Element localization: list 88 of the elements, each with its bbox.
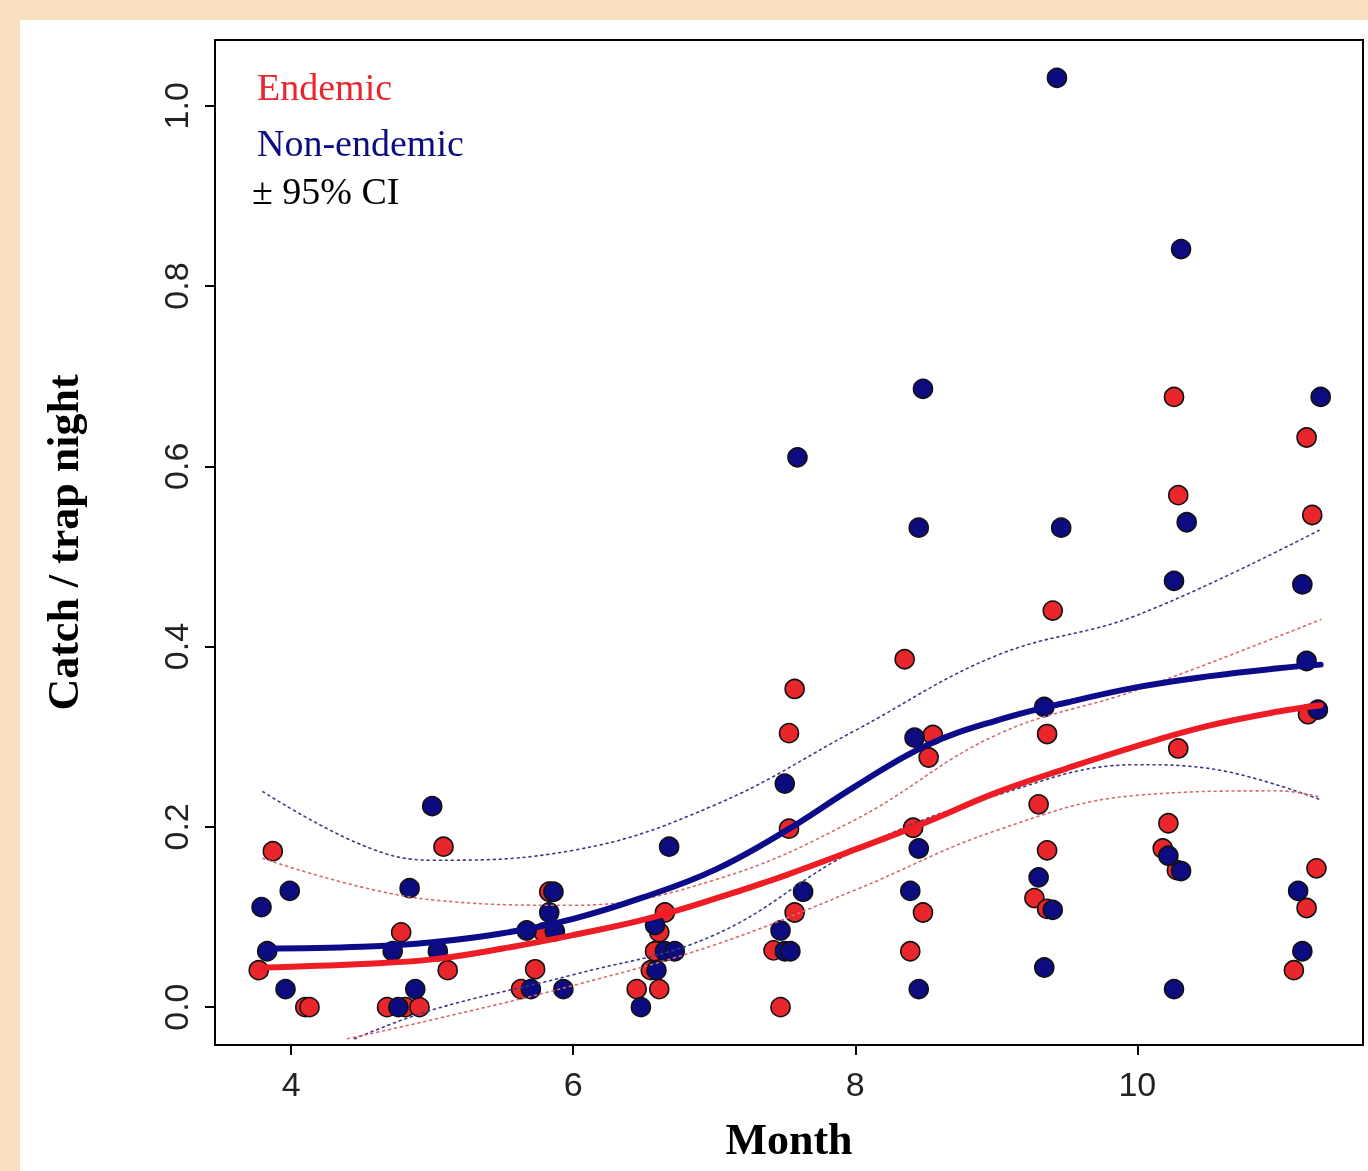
point (918, 747, 939, 768)
point (1292, 574, 1313, 595)
point (433, 836, 454, 857)
point (1167, 484, 1189, 506)
x-tick-label: 6 (563, 1065, 583, 1103)
point (262, 840, 284, 862)
y-tick-label: 0.8 (157, 262, 195, 310)
point (1158, 845, 1179, 867)
point (1167, 738, 1189, 759)
x-axis-title: Month (725, 1114, 853, 1164)
point (792, 881, 814, 903)
point (1028, 867, 1049, 888)
point (664, 940, 686, 962)
line-series (262, 618, 1322, 907)
line-series (262, 528, 1322, 862)
point (1292, 940, 1313, 962)
point (894, 648, 915, 670)
y-tick-label: 0.0 (157, 983, 195, 1031)
y-tick-label: 0.4 (157, 622, 195, 671)
point (538, 902, 560, 923)
x-tick-label: 10 (1118, 1065, 1157, 1103)
point (299, 996, 320, 1018)
point (1158, 812, 1179, 834)
y-tick-label: 0.6 (157, 442, 195, 490)
point (543, 881, 564, 903)
point (553, 978, 574, 1000)
point (1296, 427, 1317, 448)
point (1042, 899, 1064, 921)
y-tick-label: 1.0 (157, 82, 195, 130)
point (908, 978, 930, 1000)
point (908, 517, 930, 538)
point (774, 773, 796, 794)
point (646, 959, 667, 981)
point (778, 722, 800, 744)
point (390, 922, 412, 943)
point (630, 996, 652, 1018)
point (1170, 238, 1192, 260)
point (912, 378, 934, 400)
point (1046, 67, 1068, 89)
point (1287, 880, 1309, 902)
point (1024, 887, 1045, 909)
point (399, 877, 420, 899)
text: Non-endemic (257, 122, 464, 164)
point (524, 958, 546, 980)
point (784, 902, 805, 923)
point (900, 940, 921, 962)
point (1306, 858, 1327, 879)
point (279, 880, 301, 902)
point (388, 996, 409, 1018)
point (404, 978, 426, 1000)
point (1301, 504, 1323, 526)
point (1283, 959, 1305, 981)
point (908, 838, 930, 859)
y-axis-title: Catch / trap night (38, 374, 88, 711)
point (1042, 600, 1064, 621)
point (421, 795, 443, 817)
point (437, 959, 458, 981)
point (780, 940, 801, 962)
point (1310, 386, 1331, 408)
point (520, 978, 542, 1000)
point (900, 880, 921, 902)
point (1163, 386, 1185, 408)
point (1050, 517, 1072, 538)
y-tick-label: 0.2 (157, 803, 195, 851)
point (1296, 897, 1317, 919)
point (770, 920, 791, 941)
point (784, 678, 805, 700)
point (1163, 978, 1185, 1000)
point (251, 896, 272, 918)
point (626, 978, 647, 1000)
point (1036, 840, 1058, 861)
x-tick-label: 4 (281, 1065, 301, 1103)
point (275, 978, 296, 1000)
point (1176, 511, 1198, 533)
point (770, 996, 791, 1018)
point (648, 978, 670, 1000)
annotation: ± 95% CI (252, 170, 400, 212)
text: Endemic (257, 66, 393, 108)
point (912, 902, 934, 923)
point (1036, 723, 1058, 745)
point (787, 447, 808, 468)
point (1028, 794, 1049, 815)
point (409, 996, 430, 1018)
point (1033, 957, 1055, 978)
x-tick-label: 8 (845, 1065, 865, 1103)
point (904, 727, 925, 748)
point (1163, 570, 1185, 592)
point (658, 836, 680, 857)
